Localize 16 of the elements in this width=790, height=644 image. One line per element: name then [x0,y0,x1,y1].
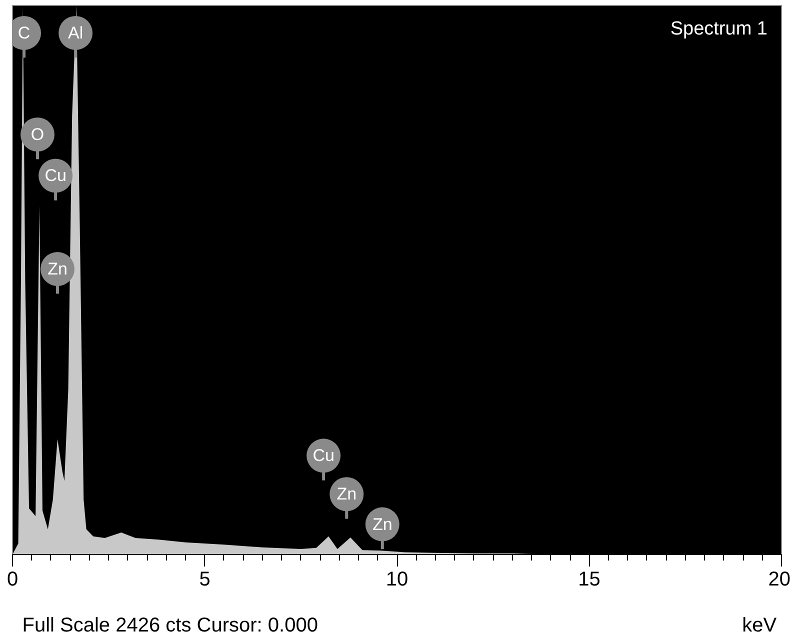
text: Spectrum 1 [670,18,768,40]
annotation: Cu [44,166,66,186]
x-tick-label: 20 [768,568,790,590]
annotation: Zn [336,484,357,504]
annotation: Al [68,23,84,42]
x-tick-label: 15 [578,568,600,590]
text: Full Scale 2426 cts Cursor: 0.000 [22,614,318,636]
x-tick-label: 5 [199,568,210,590]
annotation: O [30,125,44,144]
annotation: Zn [372,514,392,534]
annotation: Zn [48,260,68,279]
annotation: Cu [312,446,334,466]
x-tick-label: 0 [6,568,18,590]
x-tick-label: 10 [386,568,408,590]
x-axis-title: keV [742,614,778,636]
annotation: C [18,23,30,42]
